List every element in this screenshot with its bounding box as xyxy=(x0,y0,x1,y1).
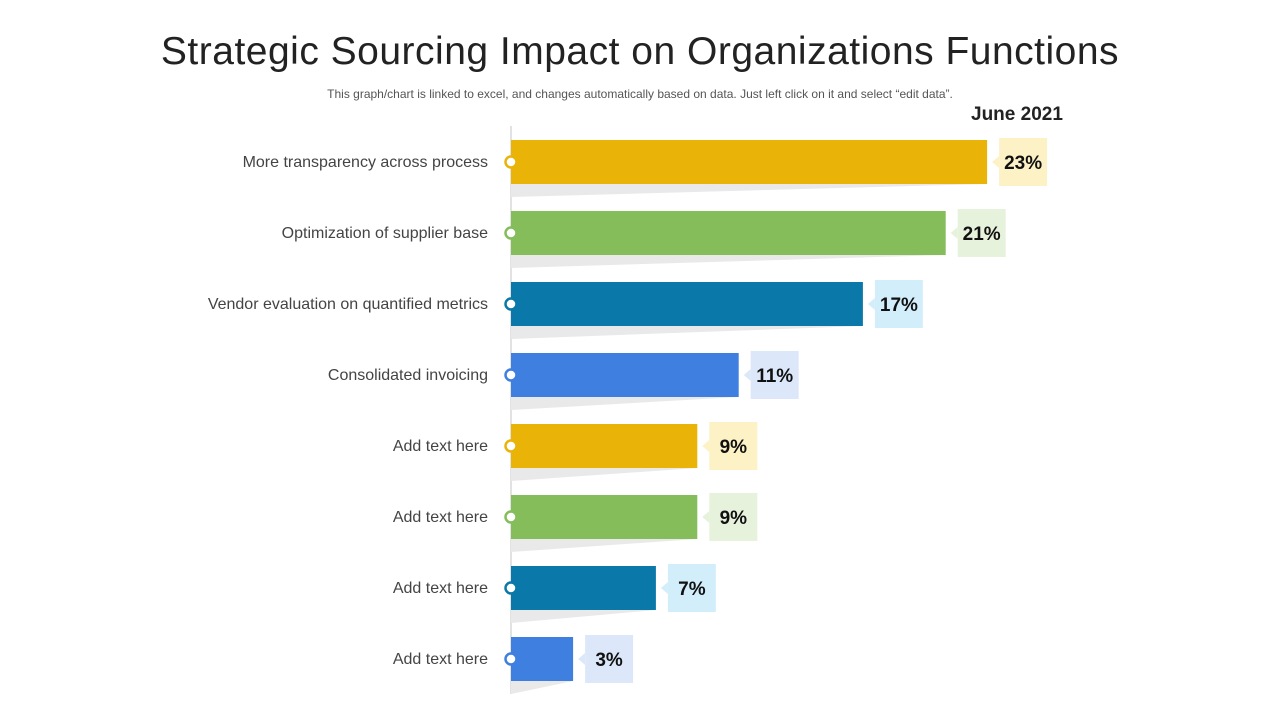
value-label: 3% xyxy=(595,650,623,671)
bar-shadow xyxy=(511,468,698,481)
bar xyxy=(511,140,988,184)
bar xyxy=(511,424,698,468)
value-label: 23% xyxy=(1004,153,1042,174)
bar-marker xyxy=(504,510,518,524)
bar-marker xyxy=(504,155,518,169)
value-callout-pointer xyxy=(867,298,875,310)
bar-shadow xyxy=(511,610,656,623)
value-callout-pointer xyxy=(950,227,958,239)
value-callout xyxy=(999,138,1048,186)
bar-marker xyxy=(504,368,518,382)
bars-layer: More transparency across process 23% Optim… xyxy=(208,138,1048,694)
bar-marker xyxy=(504,226,518,240)
value-callout-pointer xyxy=(660,582,668,594)
value-callout xyxy=(957,209,1006,257)
value-callout xyxy=(667,564,716,612)
category-label: Add text here xyxy=(393,438,488,455)
bar-marker xyxy=(504,297,518,311)
value-callout-pointer xyxy=(702,511,710,523)
bar-shadow xyxy=(511,326,863,339)
category-label: More transparency across process xyxy=(243,154,488,171)
bar-shadow xyxy=(511,397,739,410)
bar-shadow xyxy=(511,681,574,694)
category-label: Add text here xyxy=(393,580,488,597)
bar xyxy=(511,637,574,681)
category-label: Add text here xyxy=(393,651,488,668)
value-callout-pointer xyxy=(743,369,751,381)
category-label: Vendor evaluation on quantified metrics xyxy=(208,296,488,313)
bar-shadow xyxy=(511,255,946,268)
value-callout xyxy=(585,635,634,683)
value-callout-pointer xyxy=(992,156,1000,168)
category-label: Optimization of supplier base xyxy=(282,225,488,242)
page-title: Strategic Sourcing Impact on Organizatio… xyxy=(160,30,1120,73)
value-label: 7% xyxy=(678,579,706,600)
bar-shadow xyxy=(511,539,698,552)
value-label: 21% xyxy=(963,224,1001,245)
value-callout xyxy=(750,351,799,399)
bar xyxy=(511,566,656,610)
value-callout xyxy=(874,280,923,328)
bar-shadow xyxy=(511,184,988,197)
category-label: Consolidated invoicing xyxy=(328,367,488,384)
bar xyxy=(511,282,863,326)
value-label: 17% xyxy=(880,295,918,316)
bar xyxy=(511,353,739,397)
bar xyxy=(511,495,698,539)
series-label: June 2021 xyxy=(971,104,1063,125)
value-callout xyxy=(709,493,758,541)
bar-marker xyxy=(504,581,518,595)
value-callout-pointer xyxy=(702,440,710,452)
category-label: Add text here xyxy=(393,509,488,526)
bar xyxy=(511,211,946,255)
value-label: 9% xyxy=(720,508,748,529)
value-callout-pointer xyxy=(578,653,586,665)
value-label: 11% xyxy=(756,366,793,387)
bar-marker xyxy=(504,439,518,453)
bar-marker xyxy=(504,652,518,666)
page-subtitle: This graph/chart is linked to excel, and… xyxy=(327,87,953,101)
value-callout xyxy=(709,422,758,470)
value-label: 9% xyxy=(720,437,748,458)
